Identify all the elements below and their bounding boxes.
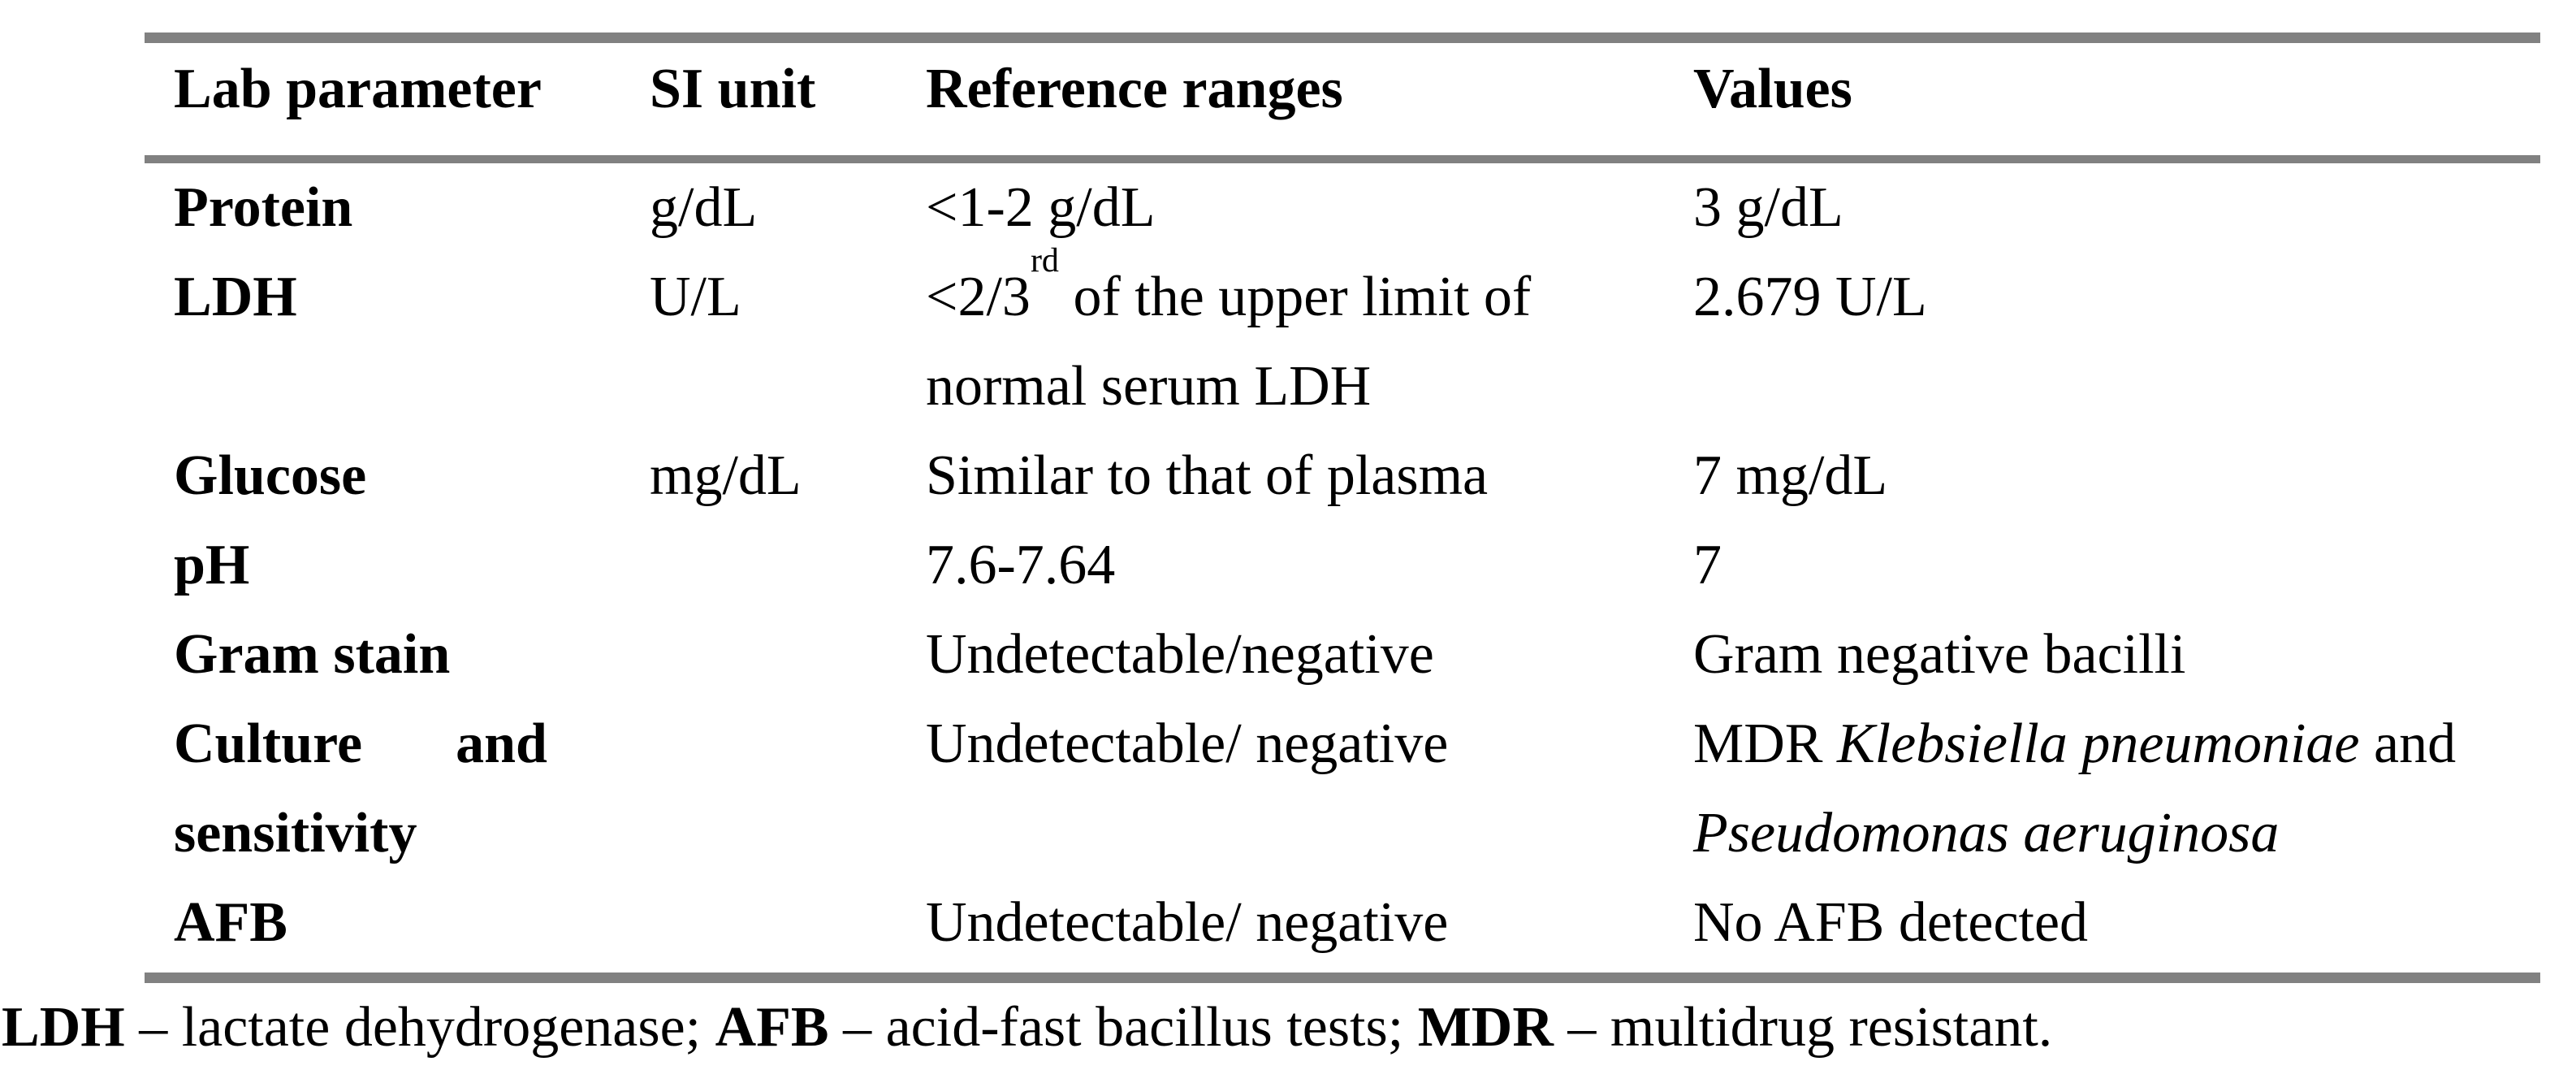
- cell-si-unit-ph-empty: [642, 521, 926, 610]
- cell-reference-ph: 7.6-7.64: [926, 534, 1116, 596]
- parameter-culture-line1: Culture and: [174, 700, 547, 789]
- reference-ldh-line1-rest: of the upper limit of: [1058, 266, 1532, 328]
- parameter-culture-word2: and: [456, 713, 547, 775]
- reference-ldh-line1: <2/3rd of the upper limit of: [926, 244, 1693, 342]
- column-header-reference-ranges: Reference ranges: [926, 58, 1343, 120]
- cell-parameter-culture-sensitivity: Culture and sensitivity: [145, 700, 642, 878]
- table-body: Protein g/dL <1-2 g/dL 3 g/dL LDH U/L <2…: [145, 163, 2540, 968]
- footnote-abbr-mdr: MDR: [1417, 996, 1554, 1059]
- value-culture-line1: MDR Klebsiella pneumoniae and: [1693, 700, 2540, 789]
- cell-si-unit-ldh: U/L: [650, 266, 741, 328]
- cell-si-unit-gram-stain-empty: [642, 610, 926, 700]
- cell-value-glucose: 7 mg/dL: [1693, 444, 1888, 507]
- parameter-culture-line2: sensitivity: [174, 802, 417, 864]
- column-header-values: Values: [1693, 58, 1852, 120]
- footnote-abbr-ldh: LDH: [2, 996, 125, 1059]
- value-culture-species1: Klebsiella pneumoniae: [1836, 713, 2360, 775]
- footnote-definition-afb: – acid-fast bacillus tests;: [828, 996, 1418, 1059]
- cell-value-afb: No AFB detected: [1693, 891, 2089, 954]
- cell-reference-afb: Undetectable/ negative: [926, 891, 1449, 954]
- value-culture-species2: Pseudomonas aeruginosa: [1693, 802, 2280, 864]
- cell-value-ldh: 2.679 U/L: [1693, 266, 1927, 328]
- value-culture-conjunction: and: [2359, 713, 2457, 775]
- cell-value-ph: 7: [1693, 534, 1722, 596]
- table-bottom-rule: [145, 973, 2540, 983]
- cell-si-unit-protein: g/dL: [650, 176, 758, 239]
- cell-parameter-protein: Protein: [174, 176, 353, 239]
- reference-ldh-line2: normal serum LDH: [926, 355, 1372, 418]
- cell-value-protein: 3 g/dL: [1693, 176, 1843, 239]
- table-footnote: LDH – lactate dehydrogenase; AFB – acid-…: [2, 983, 2052, 1070]
- column-header-si-unit: SI unit: [650, 58, 816, 120]
- cell-si-unit-afb-empty: [642, 878, 926, 968]
- cell-reference-ldh: <2/3rd of the upper limit of normal seru…: [926, 244, 1693, 431]
- parameter-culture-word1: Culture: [174, 713, 363, 775]
- table-header-row: Lab parameter SI unit Reference ranges V…: [145, 45, 2540, 134]
- footnote-abbr-afb: AFB: [715, 996, 829, 1059]
- cell-reference-protein: <1-2 g/dL: [926, 176, 1156, 239]
- cell-reference-gram-stain: Undetectable/negative: [926, 623, 1434, 686]
- cell-parameter-gram-stain: Gram stain: [174, 623, 451, 686]
- cell-parameter-ph: pH: [174, 534, 250, 596]
- cell-parameter-afb: AFB: [174, 891, 287, 954]
- table-top-rule: [145, 32, 2540, 43]
- column-header-lab-parameter: Lab parameter: [174, 58, 542, 120]
- cell-reference-culture: Undetectable/ negative: [926, 713, 1449, 775]
- footnote-definition-mdr: – multidrug resistant.: [1553, 996, 2053, 1059]
- footnote-definition-ldh: – lactate dehydrogenase;: [124, 996, 715, 1059]
- cell-value-gram-stain: Gram negative bacilli: [1693, 623, 2186, 686]
- ordinal-superscript: rd: [1030, 241, 1059, 279]
- reference-ldh-fraction: <2/3: [926, 266, 1031, 328]
- cell-parameter-glucose: Glucose: [174, 444, 367, 507]
- cell-reference-glucose: Similar to that of plasma: [926, 444, 1489, 507]
- cell-si-unit-glucose: mg/dL: [650, 444, 802, 507]
- table-header-separator-rule: [145, 155, 2540, 163]
- cell-si-unit-culture-empty: [642, 700, 926, 878]
- cell-value-culture: MDR Klebsiella pneumoniae and Pseudomona…: [1693, 700, 2540, 878]
- value-culture-mdr-prefix: MDR: [1693, 713, 1837, 775]
- cell-parameter-ldh: LDH: [174, 266, 297, 328]
